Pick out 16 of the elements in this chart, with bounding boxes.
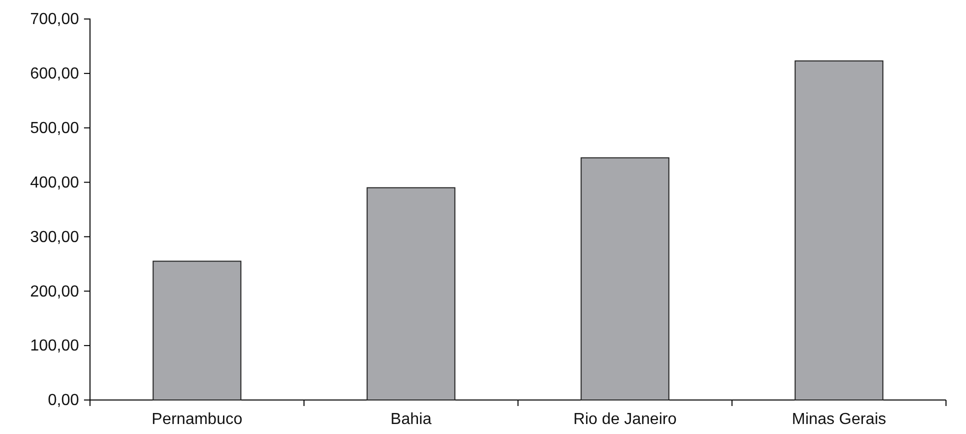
y-tick-label: 200,00: [30, 283, 80, 300]
x-tick-label: Bahia: [390, 410, 432, 428]
bar: [794, 60, 884, 400]
y-tick-label: 600,00: [30, 66, 80, 83]
x-tick-label: Pernambuco: [152, 410, 242, 428]
bar: [152, 260, 242, 400]
y-tick-label: 100,00: [30, 338, 80, 355]
x-tick-label: Minas Gerais: [792, 410, 886, 428]
y-tick-label: 400,00: [30, 174, 80, 192]
x-tick-label: Rio de Janeiro: [573, 410, 677, 428]
y-tick-label: 0,00: [48, 392, 80, 410]
y-tick-label: 700,00: [30, 11, 80, 28]
y-tick-label: 300,00: [30, 228, 80, 246]
bar: [580, 157, 670, 400]
bar: [366, 187, 456, 400]
y-tick-label: 500,00: [30, 120, 80, 137]
